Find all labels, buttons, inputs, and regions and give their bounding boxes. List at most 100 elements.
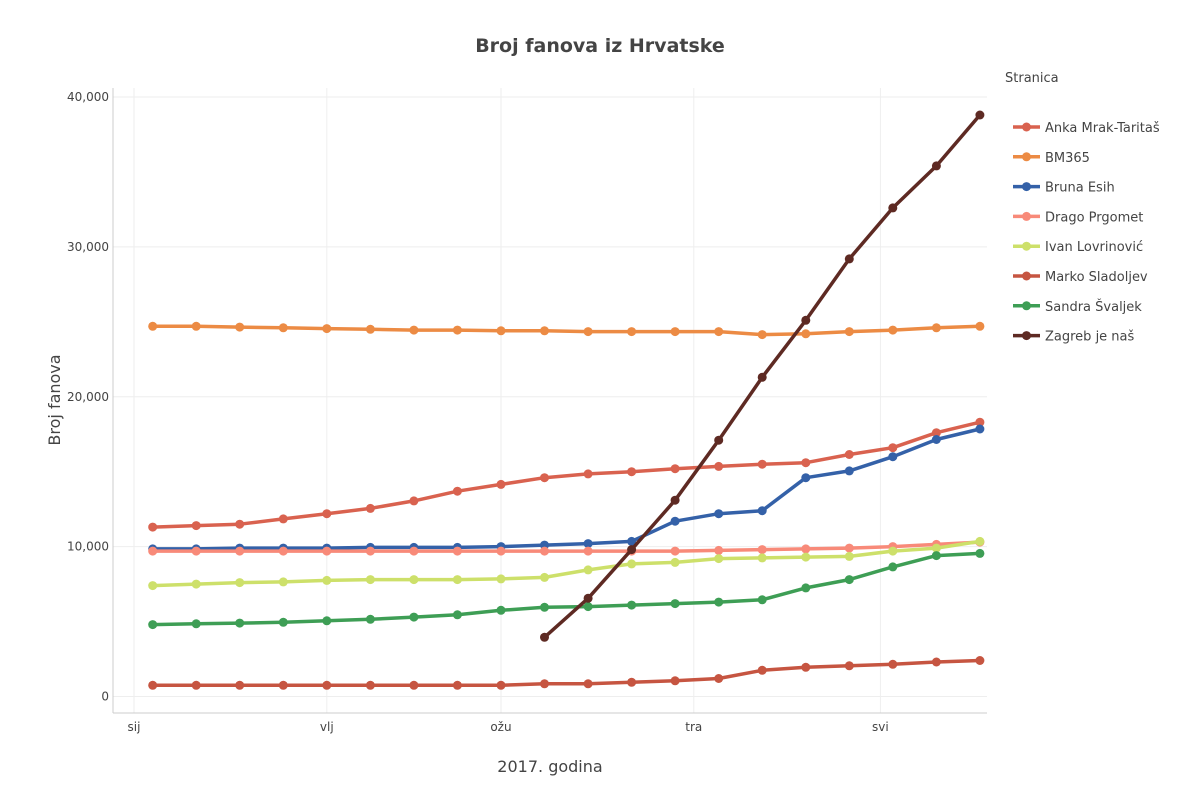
data-point[interactable]	[888, 659, 898, 669]
data-point[interactable]	[496, 605, 506, 615]
data-point[interactable]	[583, 602, 593, 612]
data-point[interactable]	[540, 326, 549, 336]
data-point[interactable]	[583, 539, 593, 549]
data-point[interactable]	[801, 552, 811, 562]
data-point[interactable]	[975, 417, 985, 427]
data-point[interactable]	[931, 428, 941, 438]
legend-item[interactable]: BM365	[1013, 151, 1090, 166]
data-point[interactable]	[365, 680, 375, 690]
data-point[interactable]	[714, 327, 724, 337]
data-point[interactable]	[191, 546, 201, 556]
data-point[interactable]	[452, 546, 462, 556]
data-point[interactable]	[714, 554, 724, 564]
data-point[interactable]	[452, 325, 462, 335]
data-point[interactable]	[757, 595, 767, 605]
data-point[interactable]	[627, 559, 637, 569]
data-point[interactable]	[670, 557, 680, 567]
data-point[interactable]	[975, 548, 985, 558]
data-point[interactable]	[627, 467, 637, 477]
data-point[interactable]	[975, 110, 985, 120]
data-point[interactable]	[627, 677, 637, 687]
data-point[interactable]	[452, 610, 462, 620]
data-point[interactable]	[931, 657, 941, 667]
data-point[interactable]	[714, 461, 724, 471]
data-point[interactable]	[583, 679, 593, 689]
data-point[interactable]	[975, 424, 985, 434]
data-point[interactable]	[714, 597, 724, 607]
data-point[interactable]	[235, 680, 245, 690]
data-point[interactable]	[888, 546, 898, 556]
data-point[interactable]	[844, 543, 854, 553]
data-point[interactable]	[235, 618, 245, 628]
data-point[interactable]	[365, 546, 375, 556]
data-point[interactable]	[409, 325, 419, 335]
data-point[interactable]	[540, 473, 549, 483]
data-point[interactable]	[235, 578, 245, 588]
data-point[interactable]	[714, 509, 724, 519]
data-point[interactable]	[801, 544, 811, 554]
data-point[interactable]	[757, 665, 767, 675]
data-point[interactable]	[801, 662, 811, 672]
data-point[interactable]	[278, 514, 288, 524]
data-point[interactable]	[888, 325, 898, 335]
data-point[interactable]	[844, 661, 854, 671]
data-point[interactable]	[670, 516, 680, 526]
data-point[interactable]	[757, 545, 767, 555]
data-point[interactable]	[365, 614, 375, 624]
data-point[interactable]	[801, 473, 811, 483]
data-point[interactable]	[409, 575, 419, 585]
data-point[interactable]	[888, 203, 898, 213]
data-point[interactable]	[757, 330, 767, 340]
legend-item[interactable]: Anka Mrak-Taritaš	[1013, 121, 1160, 136]
data-point[interactable]	[148, 620, 158, 630]
data-point[interactable]	[365, 575, 375, 585]
data-point[interactable]	[191, 579, 201, 589]
data-point[interactable]	[627, 327, 637, 337]
data-point[interactable]	[322, 546, 332, 556]
legend-item[interactable]: Zagreb je naš	[1013, 330, 1135, 345]
data-point[interactable]	[975, 656, 985, 665]
data-point[interactable]	[235, 519, 245, 529]
data-point[interactable]	[496, 546, 506, 556]
data-point[interactable]	[627, 600, 637, 610]
data-point[interactable]	[278, 577, 288, 587]
data-point[interactable]	[365, 324, 375, 334]
data-point[interactable]	[583, 593, 593, 603]
data-point[interactable]	[540, 602, 549, 612]
data-point[interactable]	[452, 486, 462, 496]
data-point[interactable]	[148, 680, 158, 690]
data-point[interactable]	[627, 545, 637, 555]
data-point[interactable]	[844, 327, 854, 337]
data-point[interactable]	[627, 536, 637, 546]
data-point[interactable]	[844, 575, 854, 585]
data-point[interactable]	[191, 680, 201, 690]
data-point[interactable]	[191, 521, 201, 531]
legend-item[interactable]: Marko Sladoljev	[1013, 270, 1148, 285]
data-point[interactable]	[409, 680, 419, 690]
data-point[interactable]	[583, 546, 593, 556]
data-point[interactable]	[931, 323, 941, 333]
data-point[interactable]	[583, 327, 593, 337]
data-point[interactable]	[844, 551, 854, 561]
data-point[interactable]	[670, 599, 680, 609]
data-point[interactable]	[888, 452, 898, 462]
data-point[interactable]	[540, 572, 549, 582]
data-point[interactable]	[322, 680, 332, 690]
data-point[interactable]	[278, 617, 288, 627]
data-point[interactable]	[496, 326, 506, 336]
data-point[interactable]	[888, 443, 898, 453]
data-point[interactable]	[931, 551, 941, 561]
legend-item[interactable]: Ivan Lovrinović	[1013, 240, 1143, 255]
data-point[interactable]	[931, 435, 941, 444]
data-point[interactable]	[496, 479, 506, 489]
data-point[interactable]	[714, 435, 724, 445]
data-point[interactable]	[409, 546, 419, 556]
data-point[interactable]	[278, 323, 288, 333]
data-point[interactable]	[844, 450, 854, 459]
data-point[interactable]	[844, 466, 854, 476]
data-point[interactable]	[540, 632, 549, 642]
data-point[interactable]	[583, 469, 593, 479]
data-point[interactable]	[714, 545, 724, 555]
data-point[interactable]	[583, 565, 593, 575]
data-point[interactable]	[452, 680, 462, 690]
